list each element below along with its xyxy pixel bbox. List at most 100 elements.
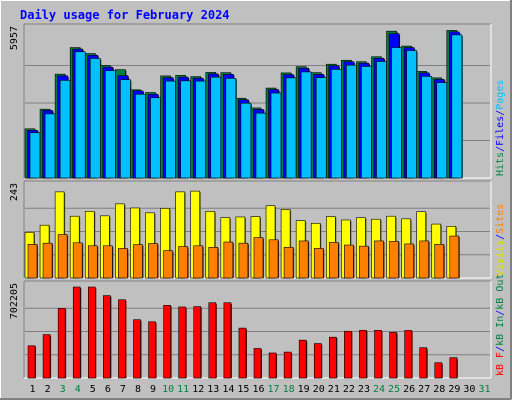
max-label-visits_sites: 243 [9, 183, 20, 201]
x-tick-label-day-13: 13 [207, 384, 219, 395]
x-tick-label-day-6: 6 [105, 384, 111, 395]
bar-visits_sites-sites-day-26 [404, 243, 414, 279]
bar-visits_sites-sites-day-7 [118, 248, 128, 279]
legend-entry-hits_files_pages-4: Pages [495, 80, 506, 110]
bar-kbytes-kb-f-day-23 [359, 330, 367, 379]
legend-visits_sites: Visits/Sites [495, 204, 506, 276]
x-tick-label-day-26: 26 [403, 384, 415, 395]
x-tick-label-day-29: 29 [448, 384, 460, 395]
bar-visits_sites-sites-day-14 [223, 241, 234, 279]
x-tick-label-day-20: 20 [313, 384, 325, 395]
x-tick-label-day-9: 9 [150, 384, 156, 395]
x-tick-label-day-2: 2 [45, 384, 51, 395]
legend-entry-kbytes-0: kB F [495, 352, 506, 376]
bar-hits_files_pages-pages-day-11 [180, 80, 191, 179]
bar-hits_files_pages-pages-day-15 [240, 102, 252, 179]
legend-entry-kbytes-1: / [495, 346, 506, 352]
bar-visits_sites-sites-day-22 [344, 244, 354, 279]
bar-hits_files_pages-pages-day-16 [255, 112, 267, 179]
bar-kbytes-kb-f-day-26 [404, 330, 412, 379]
bar-kbytes-kb-f-day-1 [27, 345, 36, 379]
x-tick-label-day-19: 19 [298, 384, 310, 395]
bar-kbytes-kb-f-day-6 [103, 295, 111, 379]
x-tick-label-day-15: 15 [237, 384, 249, 395]
bar-kbytes-kb-f-day-17 [268, 352, 277, 379]
bar-kbytes-kb-f-day-29 [449, 357, 458, 379]
chart-title: Daily usage for February 2024 [20, 8, 230, 22]
bar-kbytes-kb-f-day-10 [163, 304, 171, 379]
legend-kbytes: kB F/kB In/kB Out [495, 274, 506, 376]
bar-kbytes-kb-f-day-14 [223, 302, 232, 379]
bar-hits_files_pages-pages-day-23 [361, 66, 372, 179]
bar-hits_files_pages-pages-day-19 [300, 71, 312, 179]
bar-hits_files_pages-pages-day-1 [29, 132, 41, 179]
bar-hits_files_pages-pages-day-12 [195, 80, 207, 179]
bar-kbytes-kb-f-day-24 [374, 330, 382, 379]
bar-kbytes-kb-f-day-5 [87, 286, 96, 379]
x-tick-label-day-1: 1 [30, 384, 36, 395]
x-tick-label-day-16: 16 [252, 384, 264, 395]
x-tick-label-day-12: 12 [192, 384, 204, 395]
x-tick-label-day-3: 3 [60, 384, 66, 395]
x-tick-label-day-28: 28 [433, 384, 445, 395]
x-tick-label-day-4: 4 [75, 384, 81, 395]
x-tick-label-day-18: 18 [283, 384, 295, 395]
bar-kbytes-kb-f-day-9 [148, 321, 156, 379]
x-tick-label-day-23: 23 [358, 384, 370, 395]
bar-kbytes-kb-f-day-21 [329, 336, 337, 379]
bar-visits_sites-sites-day-9 [148, 243, 158, 279]
bar-kbytes-kb-f-day-18 [283, 351, 292, 379]
bar-kbytes-kb-f-day-25 [389, 332, 397, 379]
plot-layer: 5957Hits/Files/Pages243Visits/Sites70220… [9, 23, 506, 395]
bar-kbytes-kb-f-day-13 [208, 302, 217, 379]
bar-kbytes-kb-f-day-22 [344, 330, 352, 379]
bar-visits_sites-sites-day-12 [193, 245, 204, 279]
bar-hits_files_pages-pages-day-27 [421, 76, 432, 179]
bar-hits_files_pages-pages-day-22 [346, 64, 357, 179]
bar-hits_files_pages-pages-day-29 [451, 34, 463, 179]
bar-hits_files_pages-pages-day-5 [89, 58, 101, 179]
bar-hits_files_pages-pages-day-13 [210, 76, 222, 179]
bar-hits_files_pages-pages-day-17 [270, 92, 282, 179]
bar-kbytes-kb-f-day-3 [57, 307, 66, 379]
bar-hits_files_pages-pages-day-25 [391, 47, 402, 179]
x-tick-label-day-31: 31 [478, 384, 490, 395]
bar-visits_sites-sites-day-10 [163, 250, 173, 279]
bar-kbytes-kb-f-day-27 [419, 347, 428, 379]
bar-visits_sites-sites-day-11 [178, 246, 188, 279]
bar-kbytes-kb-f-day-7 [118, 299, 126, 379]
bar-kbytes-kb-f-day-8 [133, 319, 141, 379]
bar-hits_files_pages-pages-day-28 [436, 82, 448, 179]
bar-hits_files_pages-pages-day-3 [59, 80, 71, 179]
bar-visits_sites-sites-day-27 [419, 240, 429, 279]
legend-entry-visits_sites-0: Visits [495, 240, 506, 276]
bar-kbytes-kb-f-day-15 [238, 327, 247, 379]
bar-hits_files_pages-pages-day-4 [74, 51, 86, 179]
bar-kbytes-kb-f-day-12 [193, 306, 202, 379]
bar-visits_sites-sites-day-6 [103, 245, 113, 279]
bar-visits_sites-sites-day-3 [57, 234, 68, 279]
bar-hits_files_pages-pages-day-26 [406, 50, 417, 179]
legend-entry-hits_files_pages-2: Files [495, 116, 506, 146]
bar-hits_files_pages-pages-day-14 [225, 78, 237, 179]
bar-visits_sites-sites-day-4 [72, 242, 83, 279]
bar-visits_sites-sites-day-21 [328, 242, 339, 279]
x-tick-label-day-22: 22 [343, 384, 355, 395]
bar-visits_sites-sites-day-28 [434, 243, 445, 279]
bar-visits_sites-sites-day-19 [298, 240, 309, 279]
bar-hits_files_pages-pages-day-10 [165, 80, 176, 179]
x-tick-label-day-10: 10 [162, 384, 174, 395]
bar-hits_files_pages-pages-day-18 [285, 77, 297, 179]
x-tick-label-day-21: 21 [328, 384, 340, 395]
legend-entry-visits_sites-1: / [495, 234, 506, 240]
bar-visits_sites-sites-day-20 [313, 248, 324, 279]
x-tick-label-day-11: 11 [177, 384, 189, 395]
bar-visits_sites-sites-day-8 [133, 244, 143, 279]
x-tick-label-day-7: 7 [120, 384, 126, 395]
x-tick-label-day-25: 25 [388, 384, 400, 395]
bar-visits_sites-sites-day-16 [253, 237, 264, 279]
bar-visits_sites-sites-day-13 [208, 246, 219, 279]
bar-kbytes-kb-f-day-28 [434, 362, 443, 379]
bar-visits_sites-sites-day-25 [389, 241, 399, 279]
